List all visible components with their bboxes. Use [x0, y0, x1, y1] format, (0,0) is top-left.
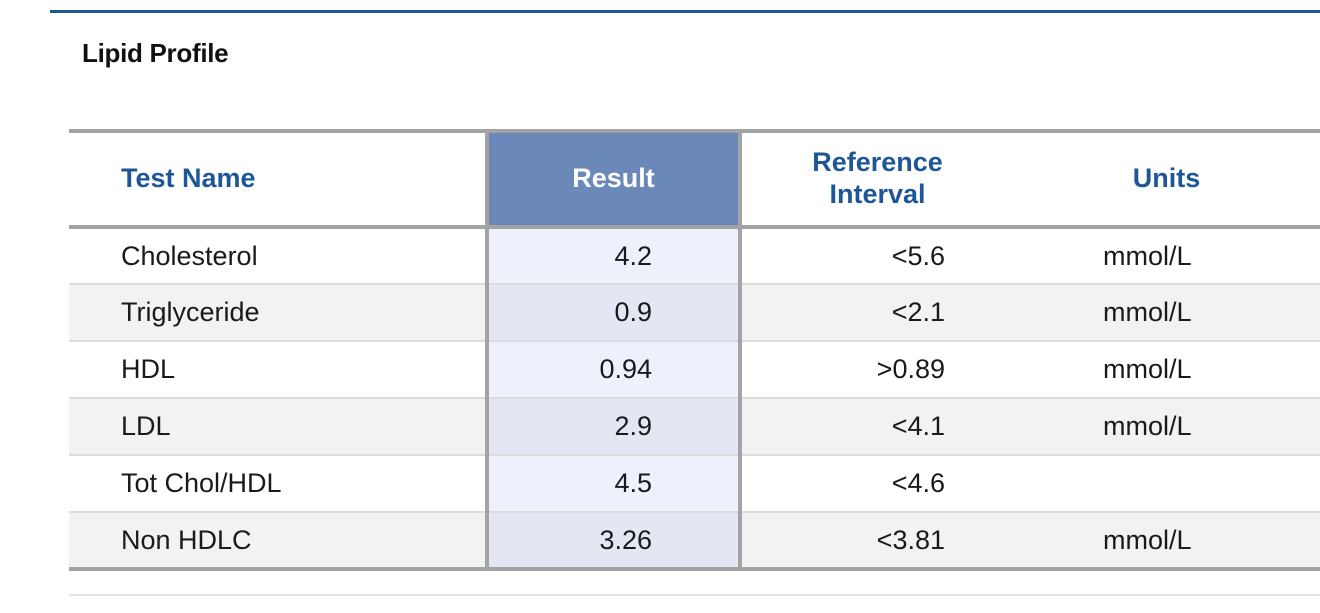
header-units: Units [1013, 129, 1320, 229]
header-reference-line2: Interval [829, 179, 926, 209]
header-test-name: Test Name [69, 129, 487, 229]
table-row: Triglyceride 0.9 <2.1 mmol/L [69, 284, 1320, 342]
table-row: LDL 2.9 <4.1 mmol/L [69, 398, 1320, 456]
bottom-divider [69, 594, 1320, 596]
test-name-cell: Non HDLC [69, 512, 487, 571]
test-name-cell: LDL [69, 398, 487, 456]
header-reference-line1: Reference [812, 147, 943, 178]
reference-interval-cell: <3.81 [740, 512, 1013, 571]
table-row: Non HDLC 3.26 <3.81 mmol/L [69, 512, 1320, 571]
result-cell: 4.2 [485, 227, 742, 285]
top-divider [50, 10, 1320, 13]
test-name-cell: Cholesterol [69, 227, 487, 285]
table-row: Tot Chol/HDL 4.5 <4.6 [69, 455, 1320, 513]
units-cell: mmol/L [1013, 398, 1320, 456]
table-row: Cholesterol 4.2 <5.6 mmol/L [69, 227, 1320, 285]
table-row: HDL 0.94 >0.89 mmol/L [69, 341, 1320, 399]
reference-interval-cell: >0.89 [740, 341, 1013, 399]
units-cell: mmol/L [1013, 512, 1320, 571]
table-header-row: Test Name Result Reference Interval Unit… [69, 129, 1320, 229]
units-cell: mmol/L [1013, 227, 1320, 285]
result-cell: 2.9 [485, 398, 742, 456]
lipid-results-table: Test Name Result Reference Interval Unit… [69, 129, 1320, 571]
header-result: Result [485, 129, 742, 229]
units-cell [1013, 455, 1320, 513]
test-name-cell: HDL [69, 341, 487, 399]
units-cell: mmol/L [1013, 341, 1320, 399]
result-cell: 0.94 [485, 341, 742, 399]
reference-interval-cell: <5.6 [740, 227, 1013, 285]
section-title: Lipid Profile [82, 38, 229, 68]
reference-interval-cell: <4.1 [740, 398, 1013, 456]
result-cell: 4.5 [485, 455, 742, 513]
reference-interval-cell: <2.1 [740, 284, 1013, 342]
test-name-cell: Tot Chol/HDL [69, 455, 487, 513]
header-reference-interval: Reference Interval [740, 129, 1013, 229]
test-name-cell: Triglyceride [69, 284, 487, 342]
reference-interval-cell: <4.6 [740, 455, 1013, 513]
result-cell: 0.9 [485, 284, 742, 342]
units-cell: mmol/L [1013, 284, 1320, 342]
result-cell: 3.26 [485, 512, 742, 571]
